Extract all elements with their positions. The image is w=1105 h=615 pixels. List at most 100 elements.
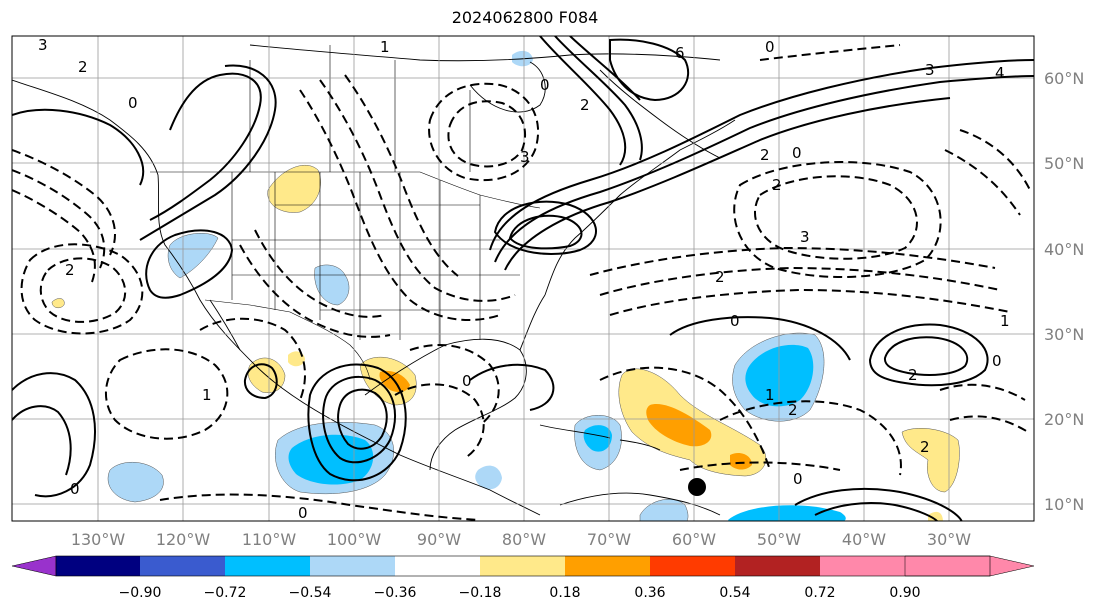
contour-dashed-n-america-3 [344, 74, 459, 277]
colorbar-tick-label: 0.72 [804, 585, 835, 601]
contour-label: 2 [908, 366, 918, 384]
state-borders [231, 172, 520, 345]
neg-area-south-caribbean [639, 499, 689, 521]
colorbar-segment [480, 556, 565, 576]
contour-label: 3 [38, 36, 48, 54]
colorbar-tick-label: −0.54 [289, 585, 332, 601]
colorbar-tick-label: 0.36 [634, 585, 665, 601]
contour-dashed-east-south [939, 383, 1026, 401]
pos-area-pacific-small [51, 298, 65, 309]
contour-solid-pacific-west [12, 108, 145, 186]
contour-label: 1 [765, 386, 775, 404]
gridlines [12, 36, 1034, 521]
contour-label: 0 [992, 352, 1002, 370]
contour-label: 2 [715, 268, 725, 286]
colorbar-tick-label: 0.90 [889, 585, 920, 601]
contour-dashed-n-america-4 [254, 229, 386, 318]
province-borders [249, 45, 471, 172]
contour-solid-north-ridge2 [554, 36, 643, 161]
border-us-canada [150, 171, 541, 209]
contour-solid-west-loop [145, 229, 234, 299]
pos-area-caribbean-core [646, 404, 712, 447]
colorbar-tick-label: 0.18 [549, 585, 580, 601]
political-borders [150, 45, 541, 381]
pos-area-east-atlantic [901, 428, 960, 493]
coast-south-america [559, 492, 721, 516]
contour-label: 1 [380, 38, 390, 56]
coast-florida [519, 294, 546, 351]
contour-dashed-mexico-2 [409, 344, 500, 426]
coast-cuba [539, 424, 611, 439]
contour-dashed-trop-3 [679, 461, 841, 471]
lat-label: 10°N [1044, 495, 1084, 514]
contour-label: 0 [462, 372, 472, 390]
contour-solid-baja-loop [243, 363, 278, 400]
coast-canada-north [249, 44, 721, 62]
colorbar-segment [565, 556, 650, 576]
contour-dashed-n-america-2 [319, 79, 516, 302]
contour-solid-loop-ne2 [508, 214, 583, 250]
neg-area-baja [167, 233, 219, 279]
contour-label: 6 [675, 44, 685, 62]
contour-dashed-atlantic-band-2 [609, 288, 1011, 316]
pos-area-se-edge [928, 511, 943, 521]
lat-label: 40°N [1044, 240, 1084, 259]
contour-label: 1 [202, 386, 212, 404]
colorbar-segment [310, 556, 395, 576]
contour-solid-west-ridge [149, 72, 262, 221]
contour-dashed-atlantic-low2 [733, 161, 942, 278]
contours-dashed [12, 44, 1031, 521]
lon-label: 70°W [587, 530, 631, 549]
contour-dashed-atlantic-low [754, 175, 918, 260]
shaded-anomalies [51, 50, 960, 521]
colorbar-segment [395, 556, 480, 576]
contour-solid-mexico-cyclone2 [337, 388, 388, 450]
contour-label: 0 [298, 504, 308, 522]
contour-solid-pacific-sw2 [12, 405, 72, 476]
map-title: 2024062800 F084 [451, 8, 599, 27]
colorbar-segment [735, 556, 820, 576]
contour-solid-ne-jet3 [504, 97, 951, 271]
contour-dashed-atlantic-band-3 [589, 246, 996, 276]
contour-solid-ne-jet [489, 59, 1034, 251]
colorbar-segment [225, 556, 310, 576]
colorbar-frame [55, 555, 991, 577]
border-us-mexico [204, 299, 371, 381]
lon-label: 110°W [242, 530, 297, 549]
lon-label: 80°W [502, 530, 546, 549]
colorbar: −0.90 −0.72 −0.54 −0.36 −0.18 0.18 0.36 … [11, 555, 1035, 601]
colorbar-segment [140, 556, 225, 576]
contour-label: 2 [920, 438, 930, 456]
colorbar-tick-label: −0.36 [374, 585, 417, 601]
contour-dashed-pacific-low [20, 243, 144, 335]
coast-east-us [544, 119, 736, 296]
contour-solid-north-ridge [539, 36, 627, 166]
contour-dashed-mexico-1 [199, 317, 306, 401]
storm-marker [688, 478, 706, 496]
contour-solid-south-loop2 [814, 502, 939, 521]
neg-area-caribbean-core [583, 425, 612, 452]
contours [12, 36, 1034, 521]
lat-label: 50°N [1044, 154, 1084, 173]
contour-solid-hudson-loop [609, 38, 690, 102]
contour-label: 3 [800, 228, 810, 246]
colorbar-tick-label: −0.18 [459, 585, 502, 601]
lat-label: 20°N [1044, 410, 1084, 429]
neg-area-west-pacific [107, 461, 164, 503]
contour-dashed-gulf [394, 383, 485, 459]
contour-dashed-pacific-mid [104, 348, 229, 440]
contour-label: 0 [128, 94, 138, 112]
contour-label: 2 [760, 146, 770, 164]
contour-label: 0 [730, 312, 740, 330]
coast-baja [209, 299, 241, 351]
lat-label: 30°N [1044, 325, 1084, 344]
pos-area-mexico-small [288, 351, 305, 367]
contour-dashed-west-coast-2 [12, 169, 106, 269]
colorbar-max-extension [904, 555, 1035, 577]
contour-dashed-north-atl [759, 44, 901, 61]
pos-area-montana [267, 165, 321, 213]
pos-area-caribbean-core2 [730, 453, 752, 470]
contour-dashed-pacific-low2 [39, 257, 127, 323]
contour-solid-mexico-cyclone3 [307, 363, 407, 482]
lon-label: 120°W [156, 530, 211, 549]
